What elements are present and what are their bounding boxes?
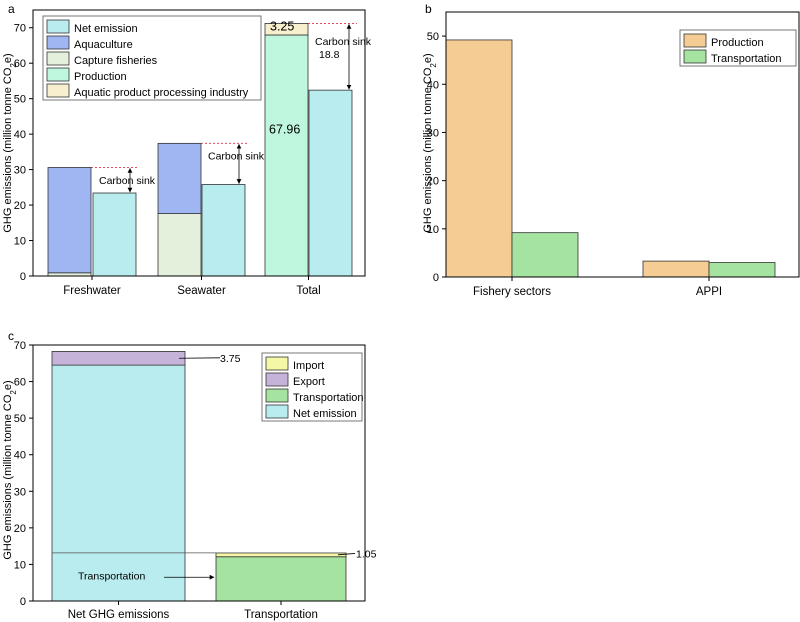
panel-b-y-axis-label: GHG emissions (million tonne CO2e) <box>422 53 438 232</box>
panel-c-y-tick-label: 70 <box>14 340 26 352</box>
panel-c-legend-label: Export <box>293 376 325 388</box>
panel-c-transportation-note: Transportation <box>78 570 145 582</box>
panel-a-y-tick-label: 60 <box>14 58 26 70</box>
panel-a-carbon-sink-label: Carbon sink <box>99 175 156 187</box>
panel-c-legend-label: Transportation <box>293 392 364 404</box>
panel-a-bar-aquaculture <box>157 142 202 214</box>
panel-a-legend-label: Aquatic product processing industry <box>74 87 249 99</box>
panel-a-y-tick-label: 20 <box>14 200 26 212</box>
panel-c-y-tick-label: 30 <box>14 486 26 498</box>
panel-c-legend-swatch <box>265 372 289 387</box>
panel-c-y-tick-label: 60 <box>14 377 26 389</box>
panel-b-y-tick-label: 20 <box>427 176 439 188</box>
panel-a-bar-net-emission <box>92 192 137 277</box>
panel-a-legend-label: Aquaculture <box>74 39 133 51</box>
panel-b-y-tick-label: 0 <box>433 272 439 284</box>
panel-c-y-axis-label: GHG emissions (million tonne CO2e) <box>2 380 18 559</box>
panel-b-category-label: APPI <box>696 286 722 298</box>
panel-a-production-value: 67.96 <box>269 122 300 136</box>
panel-c-legend-swatch <box>265 388 289 403</box>
panel-c-legend-swatch <box>265 356 289 371</box>
panel-b-legend-swatch <box>683 33 707 48</box>
panel-a-category-label: Seawater <box>177 285 226 297</box>
panel-c-export-value: 3.75 <box>220 353 241 365</box>
panel-c-plot-frame <box>32 344 366 602</box>
panel-b-y-tick-label: 30 <box>427 127 439 139</box>
panel-c-y-tick-label: 20 <box>14 523 26 535</box>
panel-c-category-label: Transportation <box>244 609 318 621</box>
panel-c-y-tick-label: 0 <box>20 596 26 608</box>
panel-b-legend-label: Transportation <box>711 53 782 65</box>
panel-b-y-tick-label: 10 <box>427 224 439 236</box>
panel-a-legend-swatch <box>46 67 70 82</box>
panel-c-legend-label: Net emission <box>293 408 357 420</box>
panel-c-bar-transportation <box>215 556 347 602</box>
panel-b-bar-transportation <box>708 262 776 278</box>
panel-b-bar-production <box>445 39 513 278</box>
panel-c-bar-export <box>51 350 186 366</box>
panel-a-bar-aquaculture <box>47 167 92 274</box>
panel-a-y-tick-label: 70 <box>14 23 26 35</box>
panel-c-y-tick-label: 10 <box>14 559 26 571</box>
panel-c-label: c <box>8 329 14 343</box>
panel-a-y-tick-label: 40 <box>14 129 26 141</box>
panel-a-legend-label: Capture fisheries <box>74 55 158 67</box>
panel-a-y-tick-label: 50 <box>14 94 26 106</box>
panel-a-bar-aquatic-product-processing-industry <box>264 23 309 36</box>
panel-a-bar-net-emission <box>308 89 353 277</box>
panel-a-bar-net-emission <box>201 184 246 277</box>
panel-a-legend <box>42 15 262 101</box>
panel-b-category-label: Fishery sectors <box>473 286 551 298</box>
panel-a-carbon-sink-label: Carbon sink <box>315 36 372 48</box>
panel-b-bar-production <box>642 260 710 278</box>
panel-c-y-tick-label: 50 <box>14 413 26 425</box>
panel-a-y-tick-label: 0 <box>20 271 26 283</box>
panel-b-legend-label: Production <box>711 37 764 49</box>
panel-c-import-value: 1.05 <box>356 548 377 560</box>
panel-b-label: b <box>425 2 432 16</box>
panel-a-processing-value: 3.25 <box>270 20 294 34</box>
panel-a-category-label: Freshwater <box>63 285 121 297</box>
panel-b-plot-frame <box>445 11 800 278</box>
panel-a-legend-swatch <box>46 51 70 66</box>
panel-c-legend-label: Import <box>293 360 324 372</box>
panel-a-plot-frame <box>32 9 366 277</box>
panel-c-import-leader <box>337 553 356 556</box>
panel-a-label: a <box>8 2 15 16</box>
panel-a-y-tick-label: 30 <box>14 165 26 177</box>
panel-a-carbon-sink-label: Carbon sink <box>208 150 265 162</box>
panel-b-y-tick-label: 50 <box>427 31 439 43</box>
panel-a-bar-production <box>264 34 309 277</box>
panel-c-legend-swatch <box>265 404 289 419</box>
panel-c-bar-net-emission <box>51 364 186 602</box>
panel-a-legend-swatch <box>46 83 70 98</box>
panel-c-y-tick-label: 40 <box>14 450 26 462</box>
panel-a-legend-swatch <box>46 35 70 50</box>
panel-c-bar-import <box>215 552 347 558</box>
panel-a-carbon-sink-value: 18.8 <box>319 49 340 61</box>
panel-a-bar-capture-fisheries <box>157 213 202 277</box>
panel-a-legend-label: Net emission <box>74 23 138 35</box>
panel-b-bar-transportation <box>511 232 579 278</box>
panel-b-legend-swatch <box>683 49 707 64</box>
panel-a-y-tick-label: 10 <box>14 236 26 248</box>
panel-c-category-label: Net GHG emissions <box>68 609 170 621</box>
panel-a-legend-swatch <box>46 19 70 34</box>
panel-a-legend-label: Production <box>74 71 127 83</box>
panel-a-y-axis-label: GHG emissions (million tonne CO2e) <box>2 53 18 232</box>
panel-a-category-label: Total <box>296 285 320 297</box>
panel-b-y-tick-label: 40 <box>427 79 439 91</box>
